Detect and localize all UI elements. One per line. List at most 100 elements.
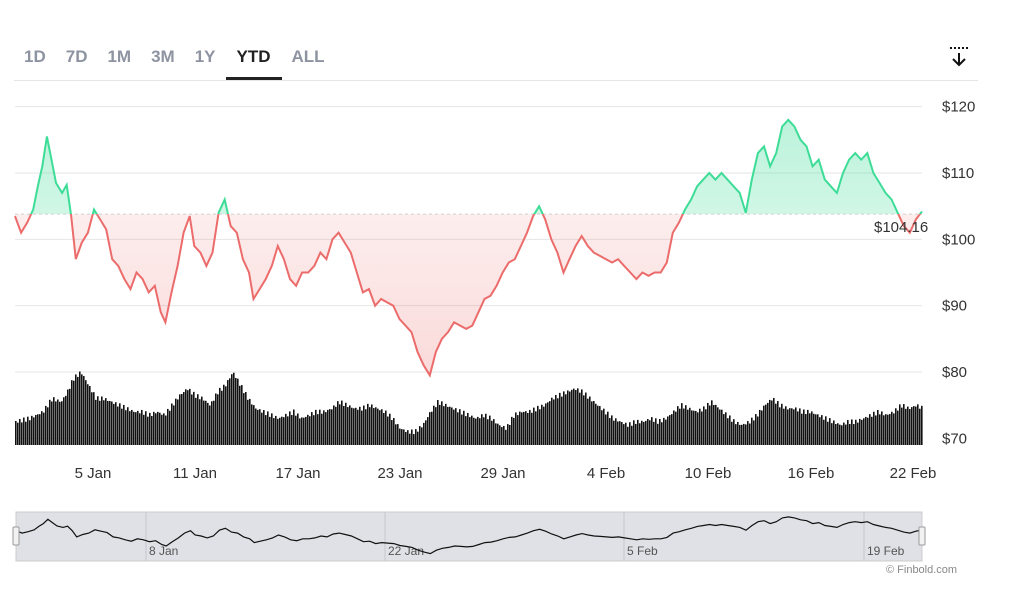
- volume-bar: [663, 417, 665, 445]
- volume-bar: [611, 415, 613, 445]
- y-tick-label: $80: [942, 364, 967, 381]
- volume-bar: [695, 410, 697, 445]
- volume-bar: [197, 394, 199, 445]
- volume-bar: [413, 434, 415, 445]
- y-tick-label: $70: [942, 430, 967, 447]
- volume-bar: [439, 404, 441, 445]
- volume-bar: [503, 425, 505, 445]
- volume-bar: [799, 408, 801, 445]
- volume-bar: [855, 419, 857, 445]
- volume-bar: [245, 392, 247, 445]
- volume-bar: [713, 405, 715, 445]
- volume-bar: [857, 422, 859, 445]
- volume-bar: [135, 412, 137, 445]
- volume-bar: [527, 413, 529, 445]
- volume-bar: [381, 409, 383, 445]
- volume-bar: [435, 407, 437, 445]
- volume-bar: [407, 430, 409, 445]
- navigator-window[interactable]: [15, 511, 923, 562]
- volume-bar: [851, 419, 853, 445]
- volume-bar: [539, 409, 541, 445]
- volume-bar: [289, 411, 291, 445]
- volume-bar: [759, 409, 761, 445]
- download-arrow-icon[interactable]: [946, 45, 972, 71]
- volume-bar: [885, 414, 887, 445]
- volume-bar: [681, 403, 683, 445]
- volume-bar: [631, 425, 633, 445]
- volume-bar: [653, 421, 655, 445]
- volume-bar: [371, 404, 373, 445]
- volume-bar: [117, 406, 119, 445]
- volume-bar: [77, 376, 79, 445]
- volume-bar: [451, 407, 453, 445]
- volume-bar: [177, 399, 179, 445]
- navigator-handle[interactable]: [918, 526, 926, 546]
- navigator[interactable]: 8 Jan 22 Jan 5 Feb 19 Feb: [12, 511, 926, 562]
- volume-bar: [677, 406, 679, 445]
- volume-bar: [165, 415, 167, 445]
- range-tab-1m[interactable]: 1M: [107, 47, 132, 66]
- volume-bar: [601, 410, 603, 445]
- volume-bar: [729, 415, 731, 445]
- range-tab-1d[interactable]: 1D: [24, 47, 46, 66]
- volume-bar: [15, 420, 17, 445]
- range-tab-1y[interactable]: 1Y: [194, 47, 216, 66]
- volume-bar: [837, 423, 839, 445]
- volume-bar: [907, 406, 909, 445]
- volume-bar: [613, 420, 615, 445]
- volume-bar: [137, 410, 139, 445]
- volume-bar: [301, 417, 303, 445]
- volume-bar: [689, 407, 691, 445]
- volume-bar: [267, 411, 269, 445]
- volume-bar: [17, 422, 19, 445]
- volume-bar: [715, 404, 717, 445]
- navigator-tick-label: 8 Jan: [149, 544, 178, 558]
- volume-bar: [569, 391, 571, 445]
- volume-bar: [589, 396, 591, 445]
- volume-bar: [877, 409, 879, 445]
- navigator-tick-label: 22 Jan: [388, 544, 424, 558]
- volume-bar: [263, 410, 265, 445]
- volume-bar: [883, 415, 885, 445]
- volume-bar: [473, 417, 475, 445]
- volume-bar: [913, 406, 915, 445]
- volume-bar: [89, 386, 91, 445]
- volume-bar: [645, 420, 647, 445]
- volume-bar: [639, 423, 641, 445]
- volume-bar: [615, 418, 617, 445]
- volume-bar: [21, 422, 23, 445]
- volume-bar: [259, 409, 261, 445]
- volume-bar: [57, 399, 59, 445]
- volume-bar: [69, 388, 71, 445]
- volume-bar: [93, 392, 95, 445]
- volume-bar: [143, 414, 145, 445]
- volume-bar: [323, 410, 325, 445]
- volume-bar: [785, 406, 787, 445]
- volume-bar: [817, 414, 819, 445]
- range-tab-ytd[interactable]: YTD: [225, 40, 282, 80]
- range-tabs: 1D 7D 1M 3M 1Y YTD ALL: [14, 40, 335, 80]
- range-tab-3m[interactable]: 3M: [151, 47, 175, 66]
- volume-bar: [493, 419, 495, 445]
- x-tick-label: 11 Jan: [173, 465, 217, 482]
- volume-bar: [863, 418, 865, 445]
- volume-bar: [359, 406, 361, 445]
- navigator-handle[interactable]: [12, 526, 20, 546]
- range-tab-all[interactable]: ALL: [291, 47, 325, 66]
- volume-bar: [249, 398, 251, 445]
- volume-bar: [591, 401, 593, 445]
- range-tab-7d[interactable]: 7D: [65, 47, 88, 66]
- volume-bar: [581, 389, 583, 445]
- volume-bar: [75, 374, 77, 445]
- volume-bar: [827, 421, 829, 445]
- volume-bar: [765, 404, 767, 445]
- volume-bar: [169, 410, 171, 445]
- volume-bar: [573, 388, 575, 445]
- volume-bar: [109, 401, 111, 445]
- volume-bar: [565, 394, 567, 445]
- volume-bar: [537, 405, 539, 445]
- volume-bar: [691, 410, 693, 445]
- volume-bar: [831, 423, 833, 445]
- volume-bar: [67, 389, 69, 445]
- volume-bar: [429, 412, 431, 445]
